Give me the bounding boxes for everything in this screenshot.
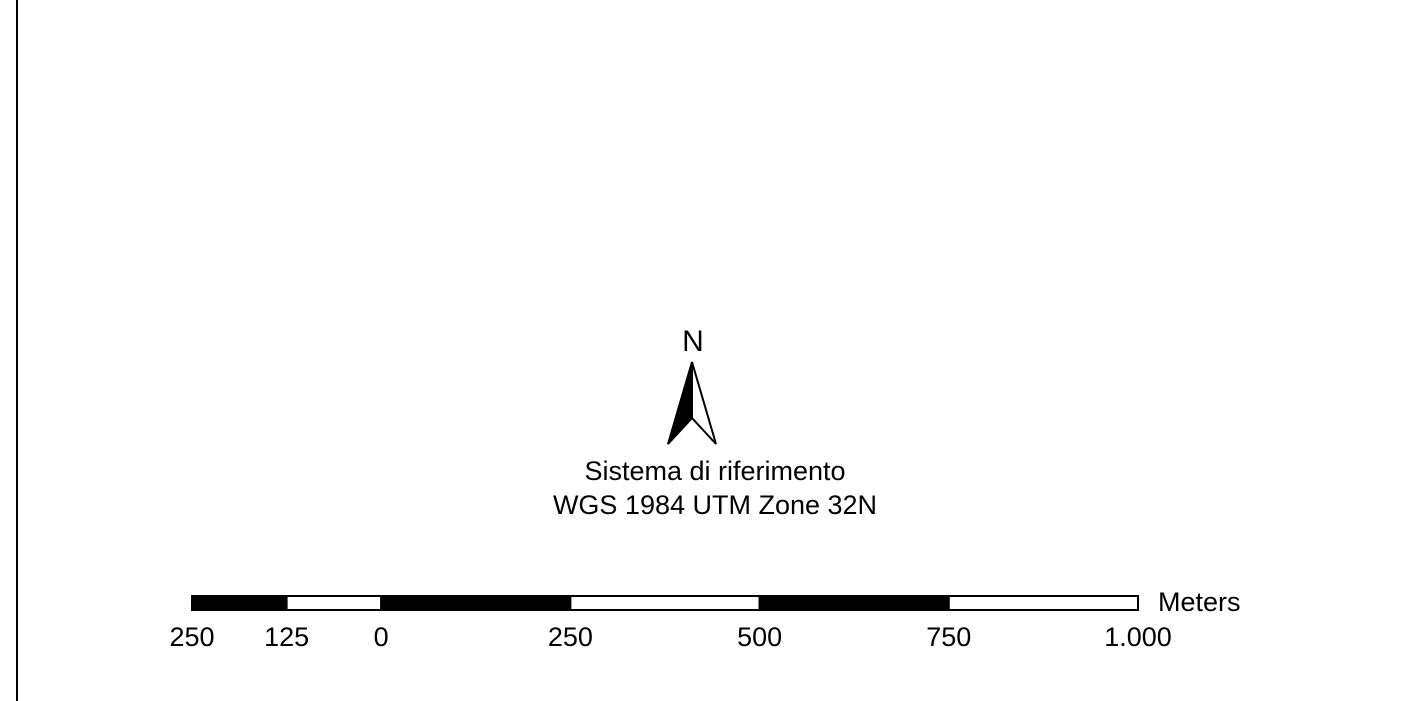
scale-bar-tick-label: 1.000 (1104, 622, 1172, 652)
scale-bar-tick-label: 250 (547, 622, 593, 652)
scale-bar-segment-4 (758, 595, 950, 611)
scale-bar-tick-label: 0 (373, 622, 389, 652)
north-arrow-label: N (682, 325, 704, 358)
reference-system: WGS 1984 UTM Zone 32N (552, 490, 878, 520)
scale-bar-tick-label: 125 (264, 622, 310, 652)
scale-bar-tick-label: 750 (926, 622, 972, 652)
scale-bar-unit-label: Meters (1158, 587, 1241, 617)
north-arrow-icon (667, 361, 717, 445)
scale-bar-segment-0 (191, 595, 288, 611)
scale-bar-tick-label: 250 (169, 622, 215, 652)
map-frame-left-border (16, 0, 18, 701)
scale-bar-segment-1 (285, 595, 383, 611)
scale-bar-segment-2 (380, 595, 572, 611)
reference-title: Sistema di riferimento (584, 456, 846, 486)
north-arrow-left-half (667, 361, 693, 445)
scale-bar-segment-3 (569, 595, 761, 611)
north-arrow-right-half (691, 361, 717, 445)
scale-bar (191, 595, 1139, 611)
coordinate-reference-block: Sistema di riferimento WGS 1984 UTM Zone… (440, 454, 990, 522)
scale-bar-tick-label: 500 (737, 622, 783, 652)
scale-bar-segment-5 (947, 595, 1139, 611)
